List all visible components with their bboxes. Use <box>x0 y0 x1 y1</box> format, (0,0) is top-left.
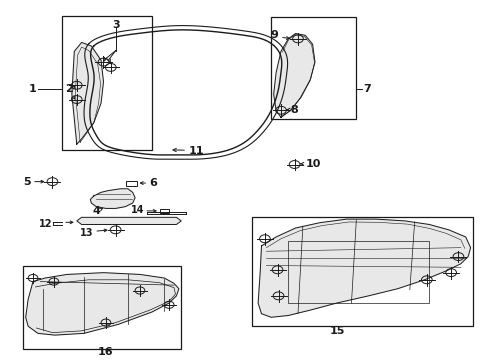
Text: 14: 14 <box>130 205 144 215</box>
Text: 3: 3 <box>112 19 119 30</box>
Text: 8: 8 <box>290 104 298 114</box>
Polygon shape <box>26 273 179 335</box>
Text: 12: 12 <box>39 219 52 229</box>
Polygon shape <box>72 42 103 144</box>
Text: 1: 1 <box>29 84 37 94</box>
Text: 2: 2 <box>65 84 73 94</box>
Text: 13: 13 <box>80 228 93 238</box>
Bar <box>160 209 168 213</box>
Text: 15: 15 <box>328 326 344 336</box>
Text: 11: 11 <box>188 146 203 156</box>
Text: 10: 10 <box>305 159 320 169</box>
Polygon shape <box>273 33 314 117</box>
Polygon shape <box>90 189 135 208</box>
Bar <box>287 240 428 303</box>
Text: 4: 4 <box>92 206 100 216</box>
Bar <box>23 266 181 350</box>
Bar <box>125 181 136 186</box>
Bar <box>62 16 152 149</box>
Text: 9: 9 <box>270 30 278 40</box>
Bar <box>251 217 472 326</box>
Text: 16: 16 <box>98 347 114 357</box>
Text: 5: 5 <box>23 177 30 186</box>
Polygon shape <box>77 217 181 225</box>
Bar <box>271 17 356 119</box>
Text: 6: 6 <box>149 178 157 188</box>
Text: 7: 7 <box>363 84 370 94</box>
Polygon shape <box>258 219 469 317</box>
